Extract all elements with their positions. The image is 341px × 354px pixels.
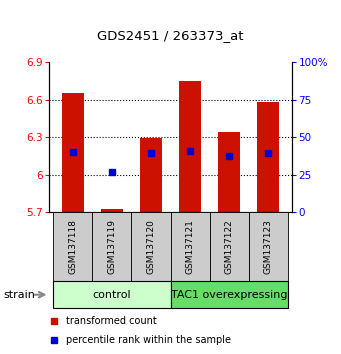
Bar	[131, 212, 170, 281]
Bar	[53, 281, 170, 308]
Text: GSM137120: GSM137120	[147, 219, 155, 274]
Text: GSM137122: GSM137122	[225, 219, 234, 274]
Text: GSM137119: GSM137119	[107, 219, 116, 274]
Bar	[170, 212, 210, 281]
Text: GSM137121: GSM137121	[186, 219, 194, 274]
Bar	[101, 209, 123, 212]
Text: GDS2451 / 263373_at: GDS2451 / 263373_at	[97, 29, 244, 42]
Text: GSM137118: GSM137118	[69, 219, 77, 274]
Text: TAC1 overexpressing: TAC1 overexpressing	[171, 290, 287, 300]
Bar	[179, 81, 201, 212]
Bar	[92, 212, 131, 281]
Bar	[249, 212, 288, 281]
Bar	[257, 102, 279, 212]
Bar	[53, 212, 92, 281]
Bar	[140, 138, 162, 212]
Bar	[218, 132, 240, 212]
Bar	[210, 212, 249, 281]
Text: strain: strain	[3, 290, 35, 300]
Bar	[170, 281, 288, 308]
Text: control: control	[93, 290, 131, 300]
Text: GSM137123: GSM137123	[264, 219, 272, 274]
Bar	[62, 93, 84, 212]
Text: transformed count: transformed count	[66, 316, 157, 326]
Text: percentile rank within the sample: percentile rank within the sample	[66, 335, 232, 345]
